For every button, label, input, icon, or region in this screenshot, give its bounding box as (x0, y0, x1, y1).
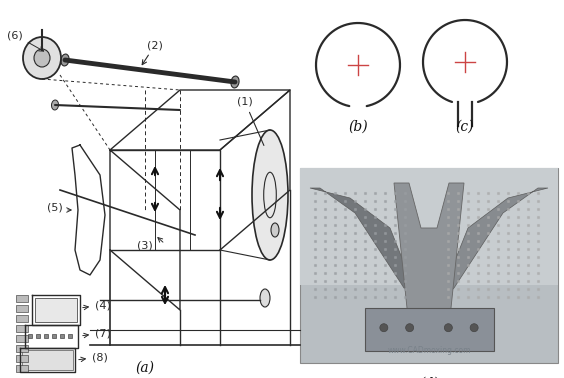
Bar (16, 295, 28, 302)
Text: (c): (c) (456, 120, 474, 134)
Ellipse shape (51, 100, 59, 110)
Ellipse shape (260, 289, 270, 307)
Ellipse shape (252, 130, 288, 260)
Ellipse shape (34, 49, 50, 67)
Circle shape (444, 324, 452, 332)
Text: (6): (6) (7, 30, 43, 51)
Bar (16, 315, 28, 322)
Polygon shape (310, 188, 434, 316)
Ellipse shape (271, 223, 279, 237)
Circle shape (380, 324, 388, 332)
Circle shape (406, 324, 413, 332)
Ellipse shape (61, 54, 69, 66)
Bar (16, 355, 28, 362)
Text: www.CADmoxing.com: www.CADmoxing.com (387, 346, 471, 355)
Text: (7): (7) (83, 328, 111, 338)
Text: (b): (b) (348, 120, 368, 134)
Bar (16, 325, 28, 332)
Text: (8): (8) (79, 352, 108, 362)
Ellipse shape (231, 76, 239, 88)
Polygon shape (35, 298, 77, 322)
Text: (3): (3) (137, 240, 153, 250)
Bar (364, 308, 494, 351)
Circle shape (470, 324, 478, 332)
Text: (5): (5) (47, 202, 63, 212)
Text: (4): (4) (83, 300, 111, 310)
Bar (16, 365, 28, 372)
Bar (16, 335, 28, 342)
Text: (1): (1) (237, 97, 264, 146)
Bar (300, 168, 558, 285)
Text: (a): (a) (135, 361, 155, 375)
Polygon shape (424, 188, 548, 316)
Polygon shape (394, 183, 464, 323)
Ellipse shape (23, 37, 61, 79)
Bar (16, 305, 28, 312)
Text: (2): (2) (142, 40, 163, 65)
Bar (300, 168, 558, 363)
Bar (16, 345, 28, 352)
Text: (d): (d) (419, 377, 439, 378)
Polygon shape (22, 350, 73, 370)
